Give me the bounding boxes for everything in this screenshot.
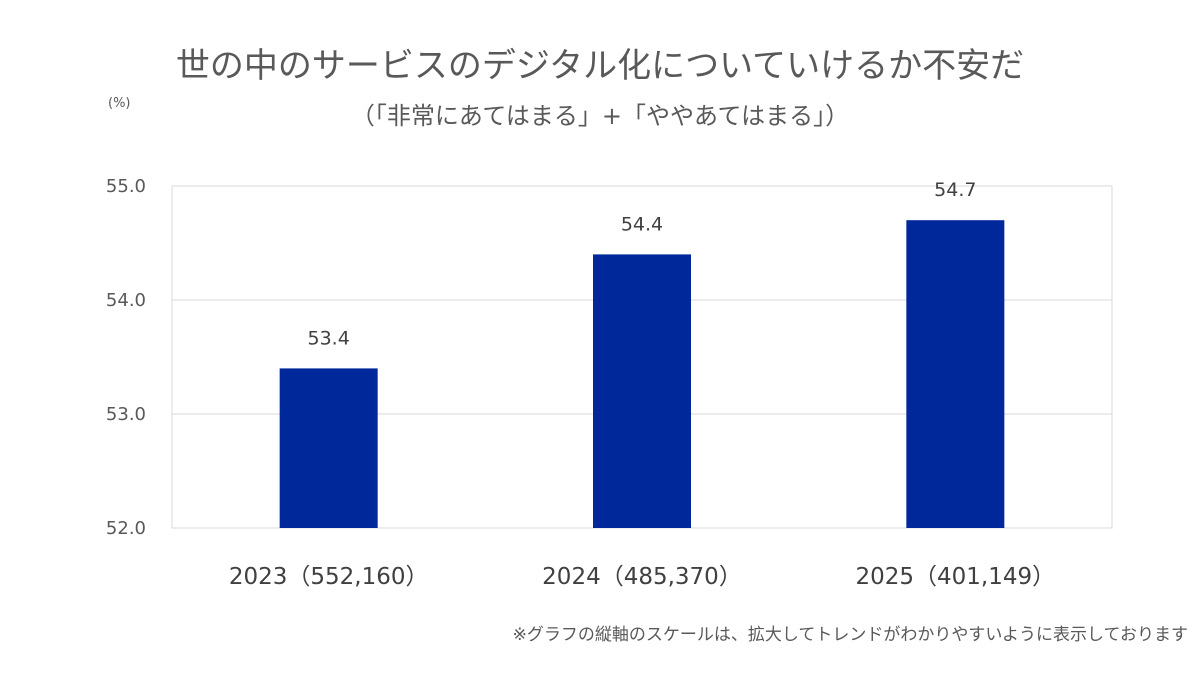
y-tick-label: 52.0	[106, 518, 146, 539]
x-tick-label: 2024（485,370）	[542, 564, 742, 590]
x-tick-label: 2023（552,160）	[229, 564, 429, 590]
x-tick-label: 2025（401,149）	[856, 564, 1056, 590]
y-tick-label: 53.0	[106, 404, 146, 425]
chart-subtitle: （「非常にあてはまる」+「ややあてはまる」）	[350, 102, 850, 130]
data-label: 54.4	[621, 213, 663, 235]
bar	[906, 220, 1005, 528]
bar	[279, 368, 378, 528]
bar	[593, 254, 691, 528]
y-axis-unit: (%)	[108, 96, 131, 111]
data-label: 53.4	[308, 327, 350, 349]
data-label: 54.7	[934, 179, 976, 201]
y-tick-label: 55.0	[106, 176, 146, 197]
y-tick-label: 54.0	[106, 290, 146, 311]
chart-title: 世の中のサービスのデジタル化についていけるか不安だ	[175, 46, 1025, 86]
footnote: ※グラフの縦軸のスケールは、拡大してトレンドがわかりやすいように表示しております	[512, 625, 1188, 645]
